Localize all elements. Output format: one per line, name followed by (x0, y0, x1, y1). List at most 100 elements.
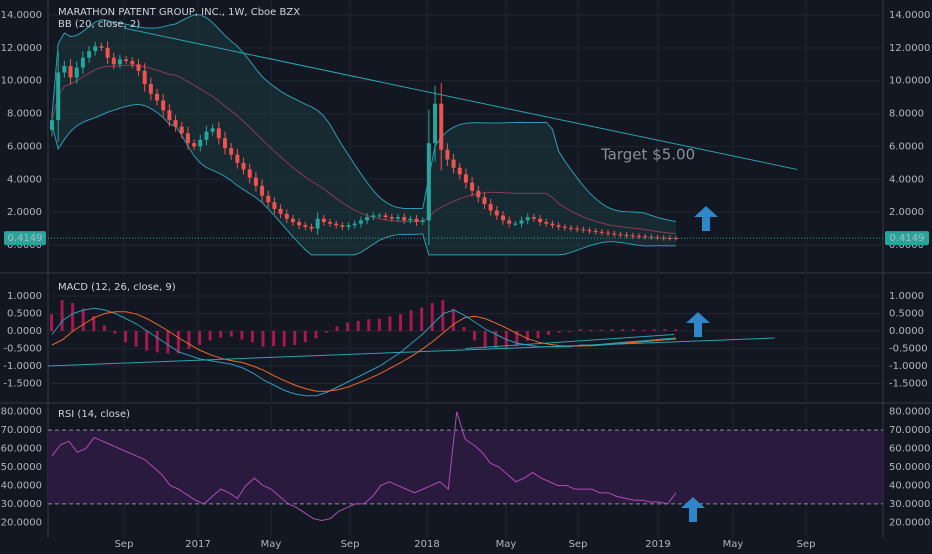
macd-histogram-bar (113, 331, 117, 334)
y-tick-label: 4.0000 (7, 174, 42, 185)
up-arrow-icon (681, 497, 705, 522)
candle-body (414, 218, 419, 222)
y-tick-label: -1.0000 (3, 361, 42, 372)
candle-body (290, 218, 295, 222)
candle-body (562, 226, 567, 228)
candle-body (606, 232, 611, 234)
candle-body (383, 215, 388, 218)
y-tick-label: 12.0000 (1, 43, 42, 54)
x-tick-label: 2018 (414, 539, 439, 550)
candle-body (167, 110, 172, 121)
macd-histogram-bar (155, 331, 159, 353)
y-tick-label: 60.0000 (1, 444, 42, 455)
y-tick-label: 14.0000 (1, 10, 42, 21)
candle-body (309, 226, 314, 229)
rsi-line (51, 411, 677, 521)
last-price-label-right: 0.4149 (890, 233, 925, 244)
y-tick-label-right: 8.0000 (889, 109, 924, 120)
macd-histogram-bar (187, 331, 191, 349)
y-tick-label: 80.0000 (1, 407, 42, 418)
panel-bg-1 (0, 274, 932, 402)
candle-body (272, 202, 277, 209)
macd-histogram-bar (282, 331, 286, 347)
candle-body (210, 128, 215, 132)
candle-body (389, 217, 394, 219)
macd-histogram-bar (621, 329, 625, 331)
candle-body (328, 222, 333, 224)
candle-body (636, 235, 641, 237)
candle-body (593, 231, 598, 233)
candle-body (531, 217, 536, 219)
candle-body (204, 131, 209, 140)
macd-histogram-bar (272, 331, 276, 347)
macd-histogram-bar (261, 331, 265, 347)
candle-body (395, 217, 400, 219)
candle-body (501, 215, 506, 221)
candle-body (630, 235, 635, 237)
macd-histogram-bar (166, 331, 170, 354)
candle-body (222, 138, 227, 149)
macd-histogram-bar (473, 331, 477, 341)
candle-body (581, 229, 586, 231)
candle-body (179, 126, 184, 134)
candle-body (587, 230, 592, 232)
candle-body (556, 225, 561, 227)
candle-body (377, 215, 382, 217)
candle-body (544, 222, 549, 224)
candle-body (550, 223, 555, 226)
macd-histogram-bar (525, 331, 529, 342)
up-arrow-icon-shape (694, 206, 718, 231)
y-tick-label-right: 4.0000 (889, 174, 924, 185)
candle-body (649, 236, 654, 238)
resistance-trendline (123, 27, 798, 170)
macd-histogram-bar (50, 314, 53, 331)
macd-histogram-bar (652, 329, 656, 331)
candle-body (358, 220, 363, 224)
candle-body (173, 120, 178, 127)
candle-body (235, 154, 240, 163)
candle-body (192, 143, 197, 147)
candle-body (198, 139, 203, 147)
y-tick-label-right: 6.0000 (889, 141, 924, 152)
candle-body (371, 215, 376, 218)
y-tick-label: -0.5000 (3, 344, 42, 355)
macd-histogram-bar (557, 331, 561, 333)
x-tick-label: May (261, 539, 282, 550)
rsi-title: RSI (14, close) (58, 409, 130, 420)
candle-body (519, 220, 524, 224)
macd-histogram-bar (71, 303, 75, 331)
y-tick-label-right: 0.0000 (889, 326, 924, 337)
y-tick-label-right: 0.0000 (889, 240, 924, 251)
y-tick-label: 0.0000 (7, 240, 42, 251)
macd-histogram-bar (377, 318, 381, 331)
macd-histogram-bar (441, 300, 445, 331)
macd-histogram-bar (547, 331, 551, 335)
candle-body (93, 46, 98, 52)
macd-histogram-bar (462, 327, 466, 331)
candle-body (402, 217, 407, 221)
candle-body (161, 100, 166, 111)
candle-body (365, 217, 370, 221)
candle-body (433, 103, 438, 144)
x-tick-label: Sep (797, 539, 816, 550)
macd-histogram-bar (568, 331, 572, 333)
macd-histogram-bar (599, 329, 603, 331)
macd-histogram-bar (229, 331, 233, 337)
y-tick-label: 20.0000 (1, 517, 42, 528)
candle-body (74, 67, 79, 78)
candle-body (568, 227, 573, 229)
x-tick-label: Sep (341, 539, 360, 550)
candle-body (50, 120, 54, 130)
macd-trendline (47, 337, 775, 367)
candle-body (117, 59, 122, 65)
macd-histogram-bar (451, 308, 455, 331)
macd-histogram-bar (504, 331, 508, 350)
macd-histogram-bar (515, 331, 519, 347)
macd-histogram-bar (346, 322, 350, 331)
macd-histogram-bar (483, 331, 487, 348)
y-tick-label-right: 2.0000 (889, 207, 924, 218)
candle-body (105, 47, 110, 58)
candle-body (618, 234, 623, 236)
